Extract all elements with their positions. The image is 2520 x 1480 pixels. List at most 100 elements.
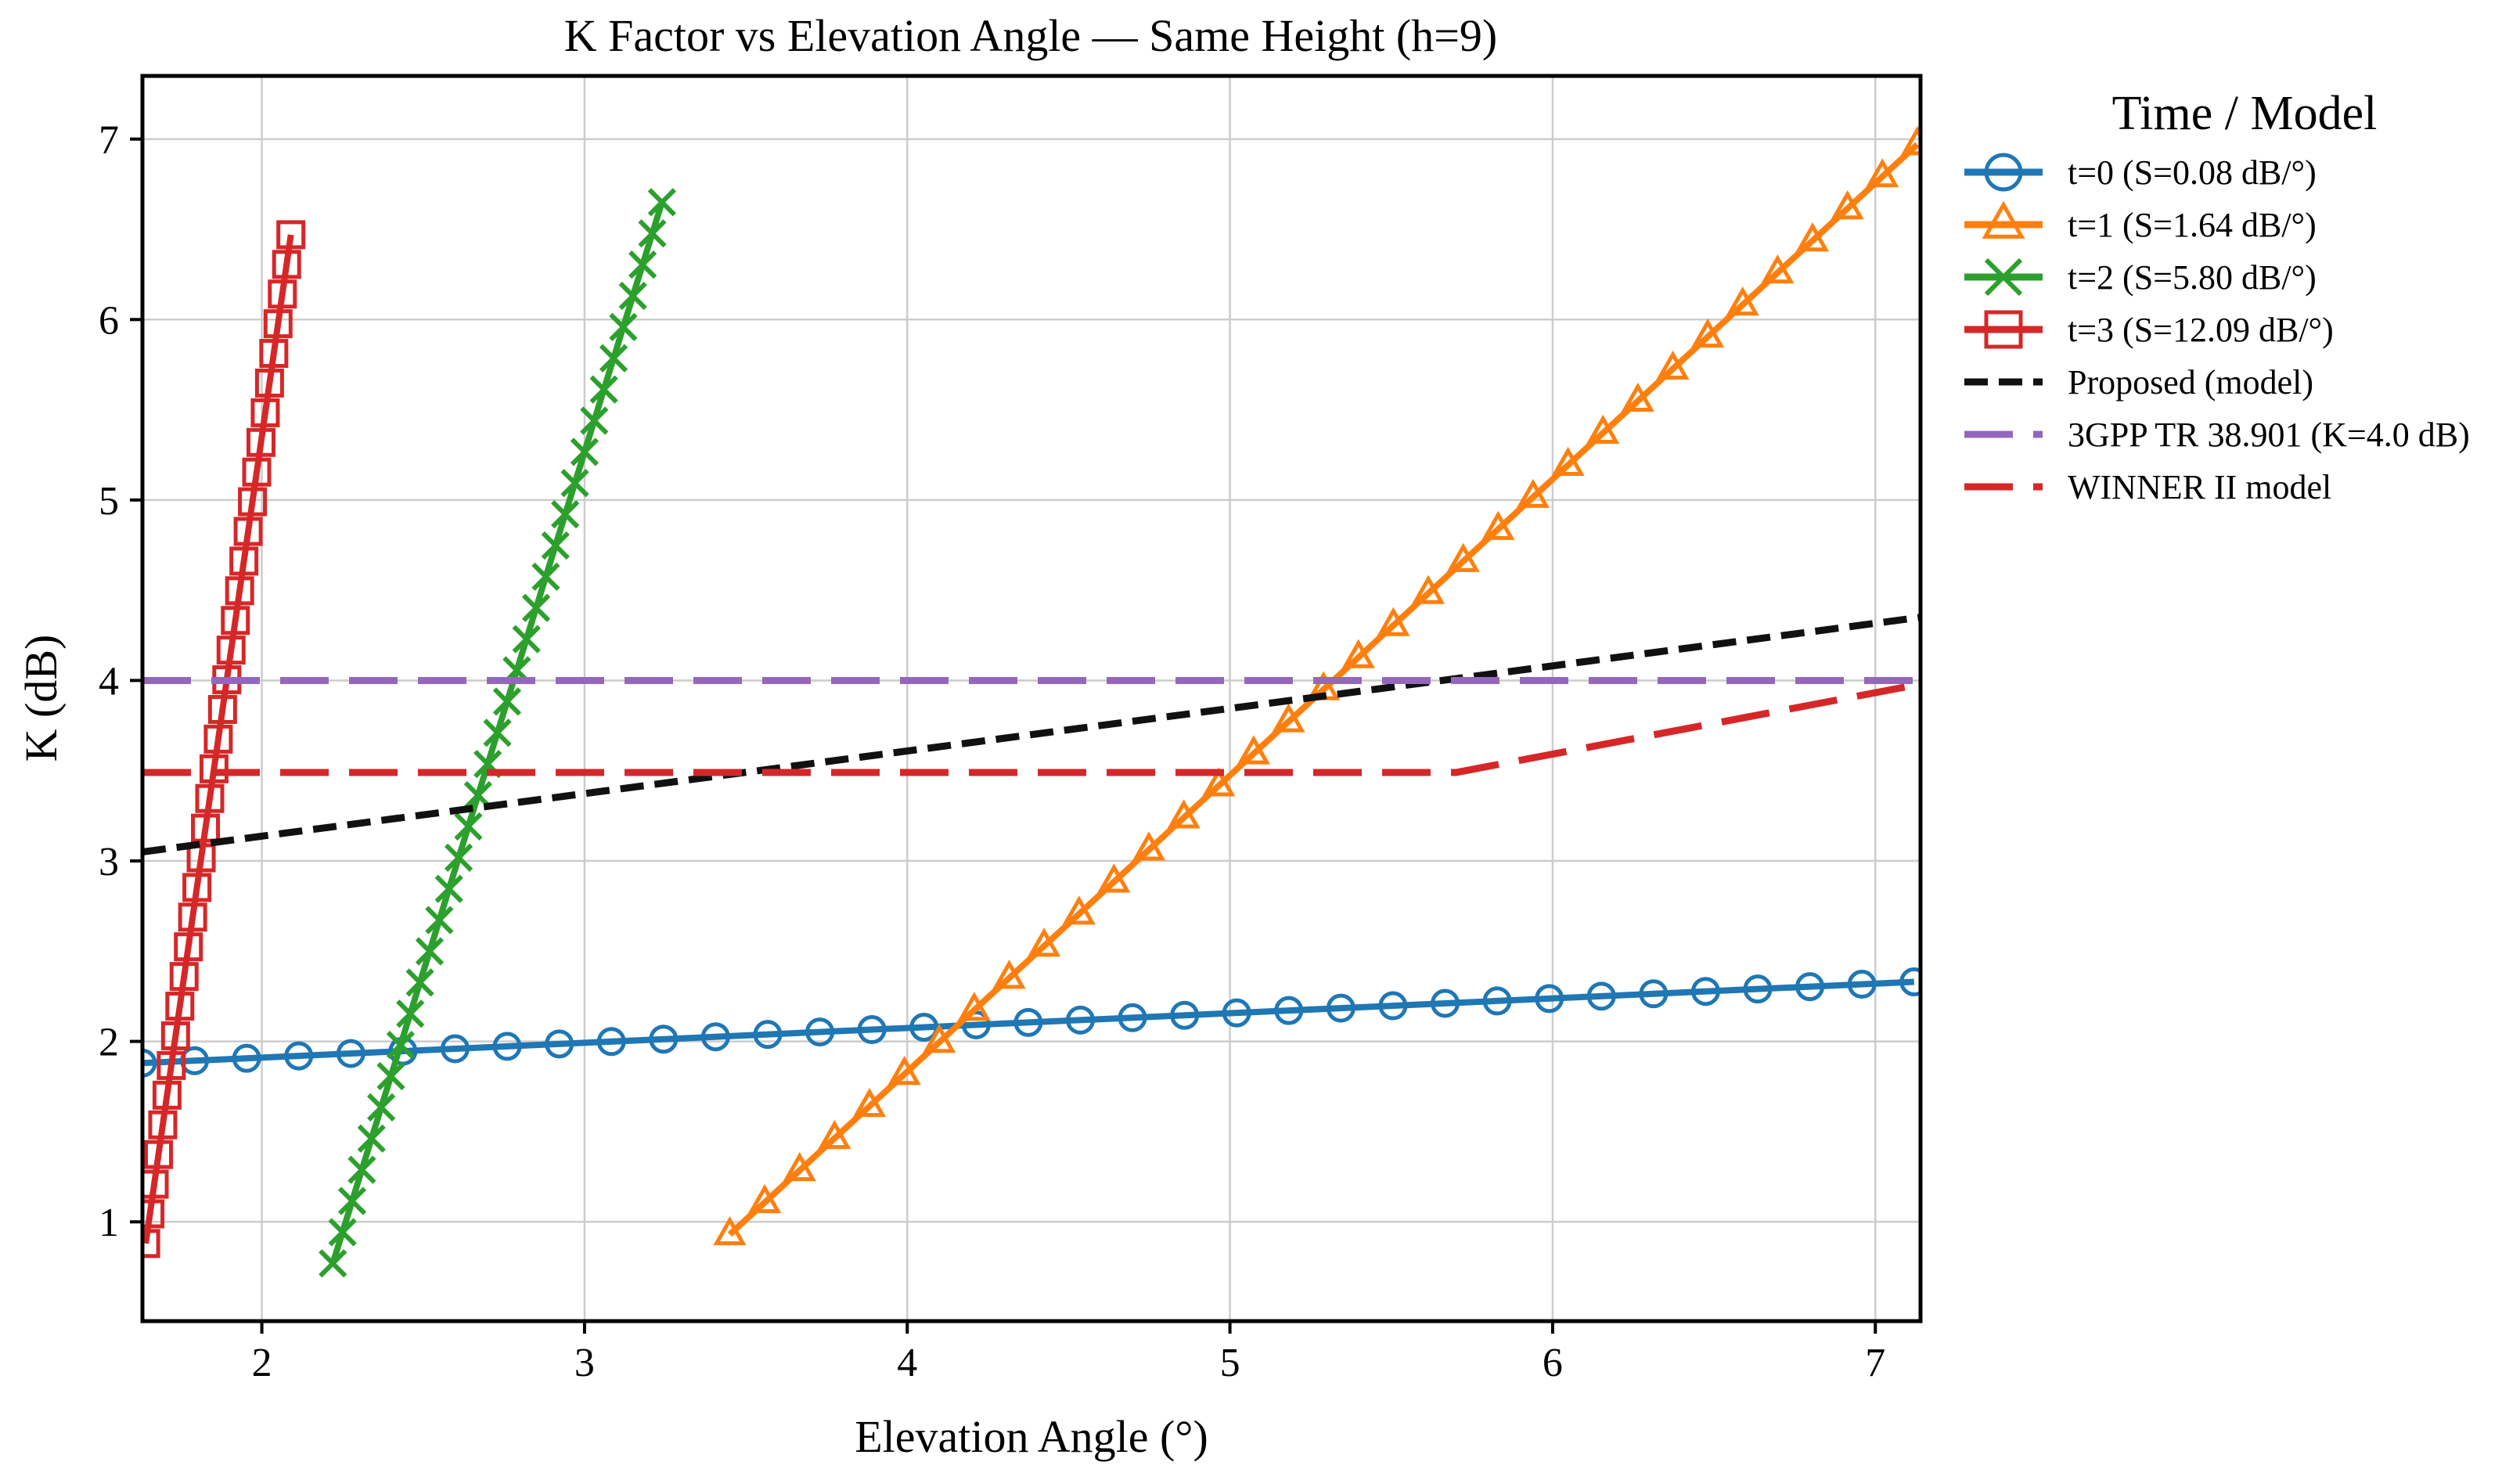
legend-label: t=1 (S=1.64 dB/°) bbox=[2068, 206, 2317, 244]
x-marker bbox=[415, 937, 445, 966]
square-marker bbox=[225, 576, 254, 606]
x-marker bbox=[492, 687, 522, 716]
triangle-marker bbox=[1831, 190, 1864, 220]
circle-marker bbox=[1899, 967, 1921, 997]
legend-item-0: t=0 (S=0.08 dB/°) bbox=[1964, 153, 2317, 192]
series-1 bbox=[713, 126, 1921, 1246]
x-marker bbox=[367, 1093, 396, 1122]
square-marker bbox=[169, 962, 199, 992]
series-line bbox=[142, 978, 1914, 1067]
legend-label: t=2 (S=5.80 dB/°) bbox=[2068, 258, 2317, 297]
triangle-marker bbox=[1982, 200, 2025, 239]
square-marker bbox=[152, 1080, 182, 1110]
legend: Time / Model t=0 (S=0.08 dB/°) t=1 (S=1.6… bbox=[1964, 87, 2470, 506]
x-marker bbox=[618, 281, 647, 311]
plot-series bbox=[142, 126, 1921, 1278]
x-marker bbox=[328, 1218, 357, 1247]
square-marker bbox=[203, 724, 233, 754]
circle-marker bbox=[232, 1043, 261, 1073]
triangle-marker bbox=[852, 1088, 887, 1118]
square-marker bbox=[186, 843, 216, 873]
x-axis-label: Elevation Angle (°) bbox=[855, 1411, 1208, 1462]
x-marker bbox=[425, 906, 454, 934]
x-marker bbox=[638, 219, 667, 248]
circle-marker bbox=[1984, 153, 2023, 192]
circle-marker bbox=[1639, 979, 1669, 1009]
y-tick-label: 3 bbox=[99, 840, 119, 884]
x-marker bbox=[628, 250, 657, 279]
y-tick-label: 4 bbox=[99, 659, 119, 704]
triangle-marker bbox=[1341, 639, 1375, 668]
circle-marker bbox=[1482, 986, 1512, 1016]
square-marker bbox=[160, 1021, 190, 1050]
square-marker bbox=[174, 932, 203, 962]
triangle-marker bbox=[1551, 446, 1585, 476]
square-marker bbox=[195, 783, 225, 813]
circle-marker bbox=[596, 1027, 626, 1057]
circle-marker bbox=[1065, 1005, 1095, 1035]
triangle-marker bbox=[887, 1056, 921, 1086]
square-marker bbox=[272, 250, 301, 279]
x-marker bbox=[647, 188, 676, 217]
x-marker bbox=[1984, 257, 2023, 297]
circle-marker bbox=[700, 1022, 730, 1052]
x-marker bbox=[444, 843, 473, 872]
circle-marker bbox=[1586, 981, 1616, 1011]
legend-label: 3GPP TR 38.901 (K=4.0 dB) bbox=[2068, 416, 2470, 454]
triangle-marker bbox=[1761, 254, 1795, 284]
triangle-marker bbox=[1097, 863, 1131, 893]
circle-marker bbox=[142, 1048, 157, 1078]
circle-marker bbox=[1795, 972, 1825, 1002]
x-marker bbox=[570, 438, 599, 466]
triangle-marker bbox=[1691, 318, 1725, 348]
circle-marker bbox=[1170, 1000, 1200, 1030]
circle-marker bbox=[1326, 993, 1355, 1023]
circle-marker bbox=[1535, 984, 1564, 1014]
triangle-marker bbox=[1062, 895, 1096, 925]
circle-marker bbox=[857, 1015, 887, 1045]
y-tick-label: 2 bbox=[99, 1021, 119, 1065]
triangle-marker bbox=[1621, 382, 1654, 412]
triangle-marker bbox=[1202, 767, 1236, 797]
square-marker bbox=[157, 1050, 186, 1080]
y-tick-label: 1 bbox=[99, 1201, 119, 1245]
series-line bbox=[142, 614, 1921, 855]
y-tick-label: 6 bbox=[99, 298, 119, 343]
legend-item-5: 3GPP TR 38.901 (K=4.0 dB) bbox=[1964, 416, 2470, 454]
square-marker bbox=[207, 694, 237, 724]
square-marker bbox=[259, 339, 289, 369]
square-marker bbox=[216, 636, 246, 665]
circle-marker bbox=[649, 1024, 679, 1054]
square-marker bbox=[191, 813, 221, 843]
triangle-marker bbox=[783, 1151, 816, 1182]
square-marker bbox=[148, 1110, 178, 1140]
circle-marker bbox=[284, 1041, 314, 1071]
series-6 bbox=[142, 680, 1921, 776]
square-marker bbox=[246, 427, 275, 457]
x-tick-label: 4 bbox=[897, 1341, 917, 1385]
triangle-marker bbox=[747, 1183, 782, 1214]
y-tick-label: 5 bbox=[99, 479, 119, 524]
square-marker bbox=[199, 754, 229, 783]
square-marker bbox=[250, 398, 280, 427]
square-marker bbox=[142, 1199, 165, 1229]
x-marker bbox=[609, 312, 638, 342]
circle-marker bbox=[492, 1032, 522, 1061]
square-marker bbox=[142, 1229, 160, 1259]
triangle-marker bbox=[992, 960, 1026, 989]
legend-item-6: WINNER II model bbox=[1964, 468, 2331, 506]
x-marker bbox=[551, 500, 580, 529]
legend-item-4: Proposed (model) bbox=[1964, 363, 2313, 402]
grid bbox=[142, 76, 1921, 1321]
square-marker bbox=[254, 368, 284, 398]
chart-title: K Factor vs Elevation Angle — Same Heigh… bbox=[564, 10, 1497, 61]
triangle-marker bbox=[1377, 607, 1410, 636]
triangle-marker bbox=[818, 1119, 851, 1150]
y-axis-label: K (dB) bbox=[16, 635, 67, 762]
circle-marker bbox=[753, 1020, 783, 1050]
square-marker bbox=[182, 873, 212, 902]
triangle-marker bbox=[1656, 350, 1690, 380]
circle-marker bbox=[1690, 977, 1720, 1006]
series-2 bbox=[319, 188, 676, 1278]
x-marker bbox=[580, 406, 609, 435]
